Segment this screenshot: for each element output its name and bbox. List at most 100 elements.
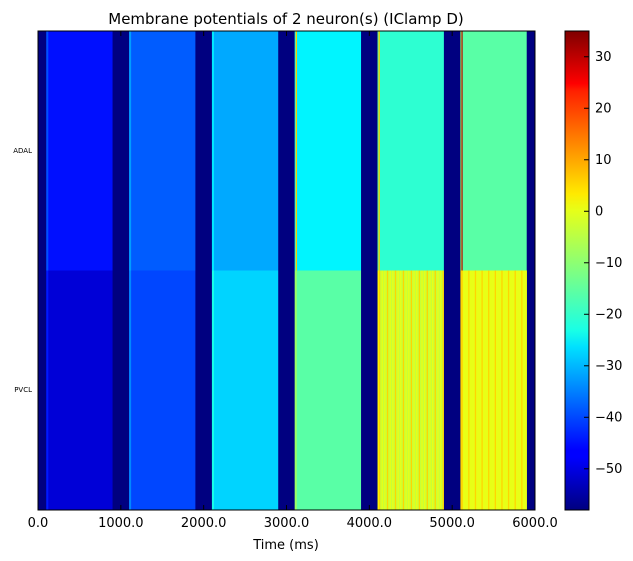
spike-line — [408, 270, 410, 510]
x-tick-label: 2000.0 — [181, 516, 227, 531]
x-tick-label: 5000.0 — [429, 516, 475, 531]
x-tick-label: 0.0 — [28, 516, 49, 531]
spike-line — [505, 270, 508, 510]
spike-line — [468, 270, 470, 510]
spike-line — [472, 270, 474, 510]
heat-cell-adal-5 — [377, 31, 444, 271]
spike-line — [405, 270, 407, 510]
onset-transient — [129, 270, 132, 510]
onset-transient — [46, 270, 49, 510]
spike-line — [397, 270, 399, 510]
spike-line — [384, 270, 386, 510]
onset-transient — [294, 270, 297, 510]
onset-transient — [460, 270, 463, 510]
x-tick-label: 1000.0 — [98, 516, 144, 531]
spike-line — [494, 270, 496, 510]
heat-cell-adal-6 — [460, 31, 527, 271]
spike-line — [492, 270, 494, 510]
spike-line — [434, 270, 436, 510]
spike-line — [474, 270, 477, 510]
spike-line — [439, 270, 442, 510]
spike-line — [485, 270, 488, 510]
chart-title: Membrane potentials of 2 neuron(s) (ICla… — [108, 10, 463, 28]
spike-line — [389, 270, 391, 510]
colorbar-tick-label: −30 — [595, 359, 622, 374]
spike-line — [488, 270, 490, 510]
spike-line — [402, 270, 405, 510]
baseline-band — [38, 31, 535, 510]
colorbar-tick-label: 0 — [595, 204, 603, 219]
heat-cell-pvcl-4 — [294, 270, 362, 510]
spike-line — [424, 270, 426, 510]
spike-line — [410, 270, 413, 510]
spike-line — [477, 270, 479, 510]
colorbar-tick-label: −40 — [595, 410, 622, 425]
spike-line — [463, 270, 466, 510]
x-tick-label: 3000.0 — [264, 516, 310, 531]
spike-line — [421, 270, 423, 510]
heat-cell-adal-1 — [46, 31, 113, 271]
colorbar-tick-label: −20 — [595, 307, 622, 322]
spike-line — [512, 270, 514, 510]
colorbar — [564, 30, 590, 511]
spike-line — [481, 270, 483, 510]
spike-line — [295, 31, 297, 271]
spike-line — [431, 270, 434, 510]
spike-line — [426, 270, 428, 510]
spike-line — [503, 270, 505, 510]
x-axis-label: Time (ms) — [252, 538, 319, 553]
spike-line — [496, 270, 499, 510]
spike-line — [523, 270, 525, 510]
heat-cell-adal-3 — [211, 31, 279, 271]
spike-line — [461, 270, 463, 510]
colorbar-ticks: −50 −40 −30 −20 −10 0 10 20 30 — [584, 50, 622, 477]
colorbar-tick-label: 20 — [595, 101, 612, 116]
spike-line — [483, 270, 485, 510]
heat-cell-adal-2 — [129, 31, 196, 271]
onset-transient — [211, 270, 214, 510]
heat-cell-pvcl-3 — [211, 270, 279, 510]
heat-cell-pvcl-2 — [129, 270, 196, 510]
spike-line — [378, 270, 381, 510]
colorbar-tick-label: −10 — [595, 256, 622, 271]
spike-line — [378, 31, 380, 271]
spike-line — [510, 270, 512, 510]
row-label-pvcl: PVCL — [14, 386, 32, 394]
spike-line — [490, 270, 492, 510]
spike-line — [514, 270, 516, 510]
onset-transient — [377, 270, 380, 510]
spike-line — [465, 270, 468, 510]
spike-line — [429, 270, 431, 510]
heat-cell-pvcl-1 — [46, 270, 113, 510]
onset-transient — [129, 31, 132, 271]
heat-cell-adal-4 — [294, 31, 362, 271]
spike-line — [479, 270, 481, 510]
spike-line — [394, 270, 397, 510]
spike-line — [507, 270, 510, 510]
spike-line — [386, 270, 389, 510]
spike-line — [516, 270, 519, 510]
spike-line — [400, 270, 402, 510]
x-tick-label: 6000.0 — [512, 516, 558, 531]
colorbar-tick-label: 30 — [595, 50, 612, 65]
spike-line — [499, 270, 501, 510]
spike-line — [518, 270, 521, 510]
spike-line — [501, 270, 503, 510]
x-axis-ticks: 0.0 1000.0 2000.0 3000.0 4000.0 5000.0 6000.0 — [28, 31, 558, 531]
row-label-adal: ADAL — [13, 147, 32, 155]
spike-line — [461, 31, 463, 271]
x-tick-label: 4000.0 — [347, 516, 393, 531]
spike-line — [442, 270, 444, 510]
onset-transient — [211, 31, 214, 271]
colorbar-tick-label: −50 — [595, 462, 622, 477]
onset-transient — [46, 31, 49, 271]
spike-line — [392, 270, 394, 510]
spike-line — [525, 270, 527, 510]
spike-line — [413, 270, 415, 510]
heatmap-area — [38, 31, 535, 510]
colorbar-tick-label: 10 — [595, 153, 612, 168]
spike-line — [437, 270, 439, 510]
spike-line — [416, 270, 418, 510]
spike-line — [470, 270, 472, 510]
